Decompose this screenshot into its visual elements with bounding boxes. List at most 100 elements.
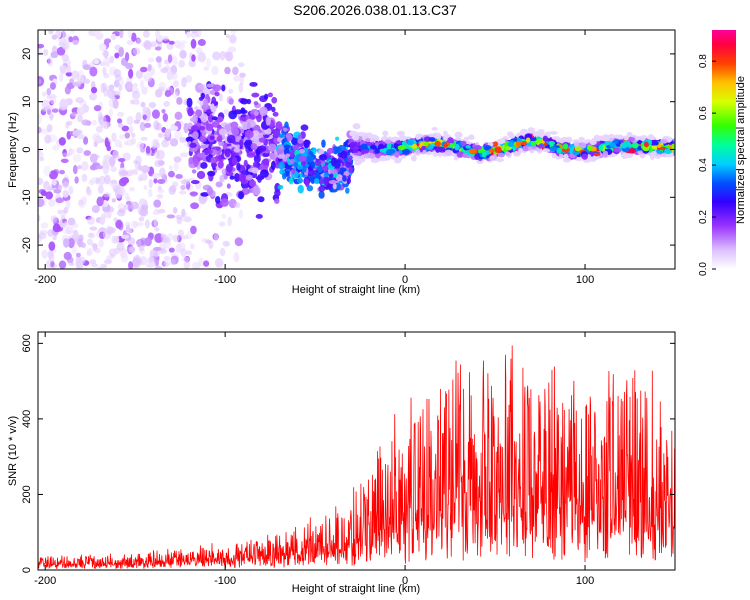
spectrogram-cell (111, 90, 121, 96)
spectrogram-cell (241, 170, 248, 175)
spectrogram-cell (179, 50, 187, 59)
spectrogram-cell (274, 189, 281, 197)
spectrogram-cell (117, 123, 124, 128)
spectrogram-cell (240, 98, 249, 105)
spectrogram-cell (113, 235, 120, 244)
spectrogram-cell (314, 158, 322, 167)
spectrogram-cell (166, 214, 176, 219)
spectrogram-cell (468, 134, 475, 141)
spectrogram-cell (132, 255, 142, 266)
spectrogram-cell (162, 237, 171, 244)
spectrogram-cell (219, 174, 225, 183)
spectrogram-cell (154, 265, 163, 269)
spectrogram-cell (549, 131, 558, 135)
spectrogram-cell (168, 40, 175, 45)
spectrogram-cell (135, 111, 142, 123)
spectrogram-cell (111, 198, 117, 203)
spectrogram-cell (38, 177, 44, 186)
spectrogram-cell (50, 51, 59, 59)
spectrogram-cell (278, 145, 284, 150)
spectrogram-cell (214, 91, 220, 97)
spectrogram-cell (521, 140, 527, 146)
spectrogram-cell (190, 38, 197, 49)
spectrogram-cell (253, 101, 259, 106)
spectrogram-cell (384, 139, 391, 144)
spectrogram-cell (81, 196, 87, 205)
spectrogram-cell (139, 66, 148, 73)
spectrogram-cell (463, 136, 469, 142)
spectrogram-cell (200, 144, 209, 149)
spectrogram-cell (89, 66, 98, 77)
spectrogram-cell (151, 172, 161, 179)
spectrogram-cell (415, 133, 421, 140)
spectrogram-cell (133, 99, 140, 105)
spectrogram-cell (51, 34, 58, 40)
spectrogram-cell (38, 214, 41, 222)
spectrogram-cell (192, 131, 199, 140)
spectrogram-cell (173, 156, 182, 163)
spectrogram-cell (154, 46, 162, 51)
spectrogram-cell (48, 199, 56, 207)
spectrogram-cell (136, 38, 142, 44)
spectrogram-cell (57, 184, 63, 191)
spectrogram-cell (161, 108, 166, 114)
spectrogram-cell (164, 128, 172, 136)
spectrogram-cell (302, 165, 307, 173)
spectrogram-cell (176, 217, 183, 225)
spectrogram-cell (238, 173, 246, 182)
spectrogram-cell (189, 31, 199, 38)
spectrogram-cell (332, 146, 339, 155)
spectrogram-cell (386, 142, 392, 150)
spectrogram-cell (148, 178, 153, 189)
spectrogram-cell (116, 242, 125, 252)
spectrogram-cell (114, 52, 120, 59)
spectrogram-cell (167, 54, 173, 64)
spectrogram-cell (303, 139, 310, 149)
spectrogram-cell (631, 142, 639, 149)
spectrogram-cell (98, 239, 104, 248)
spectrogram-cell (542, 135, 548, 142)
spectrogram-cell (154, 259, 159, 267)
spectrogram-cell (251, 130, 260, 137)
spectrogram-cell (133, 119, 140, 124)
spectrogram-cell (178, 229, 184, 237)
spectrogram-cell (198, 125, 206, 131)
spectrogram-cell (174, 40, 181, 49)
spectrogram-cell (211, 65, 219, 75)
spectrogram-cell (131, 32, 137, 42)
spectrogram-cell (298, 148, 305, 154)
spectrogram-cell (162, 35, 169, 41)
spectrogram-cell (38, 232, 47, 240)
spectrogram-cell (136, 239, 142, 248)
colorbar: 0.0 0.2 0.4 0.6 0.8 Normalized spectral ampl… (698, 30, 747, 276)
spectrogram-cell (163, 255, 171, 261)
spectrogram-cell (77, 134, 86, 140)
snr-y-ticks: 0 200 400 600 (21, 334, 675, 573)
spectrogram-cell (139, 79, 145, 89)
spectrogram-cell (42, 48, 49, 57)
spectrogram-cell (77, 74, 85, 85)
spectrogram-cell (206, 186, 214, 196)
snr-y-tick-label: 400 (21, 410, 33, 428)
spectrogram-cell (230, 30, 237, 36)
spectrogram-cell (259, 106, 268, 117)
spectrogram-cell (226, 134, 236, 144)
spectrogram-cell (600, 137, 609, 142)
spectrogram-cell (158, 248, 168, 255)
spectrogram-cell (244, 129, 254, 139)
spectrogram-cell (191, 54, 196, 62)
spectrogram-cell (93, 140, 98, 148)
spectrogram-cell (38, 43, 45, 49)
spectrogram-cell (137, 205, 146, 216)
spectrogram-cell (147, 57, 155, 63)
spectrogram-cell (239, 116, 247, 121)
spectrogram-cell (581, 153, 588, 160)
spectrogram-cell (139, 246, 145, 252)
spectrogram-cell (81, 173, 88, 183)
spectrogram-cell (196, 152, 204, 158)
spectrogram-cell (189, 117, 197, 123)
spectrogram-cell (494, 146, 502, 154)
spectrogram-cell (150, 41, 157, 48)
spectrogram-cell (156, 34, 164, 42)
spectrogram-cell (515, 140, 522, 147)
